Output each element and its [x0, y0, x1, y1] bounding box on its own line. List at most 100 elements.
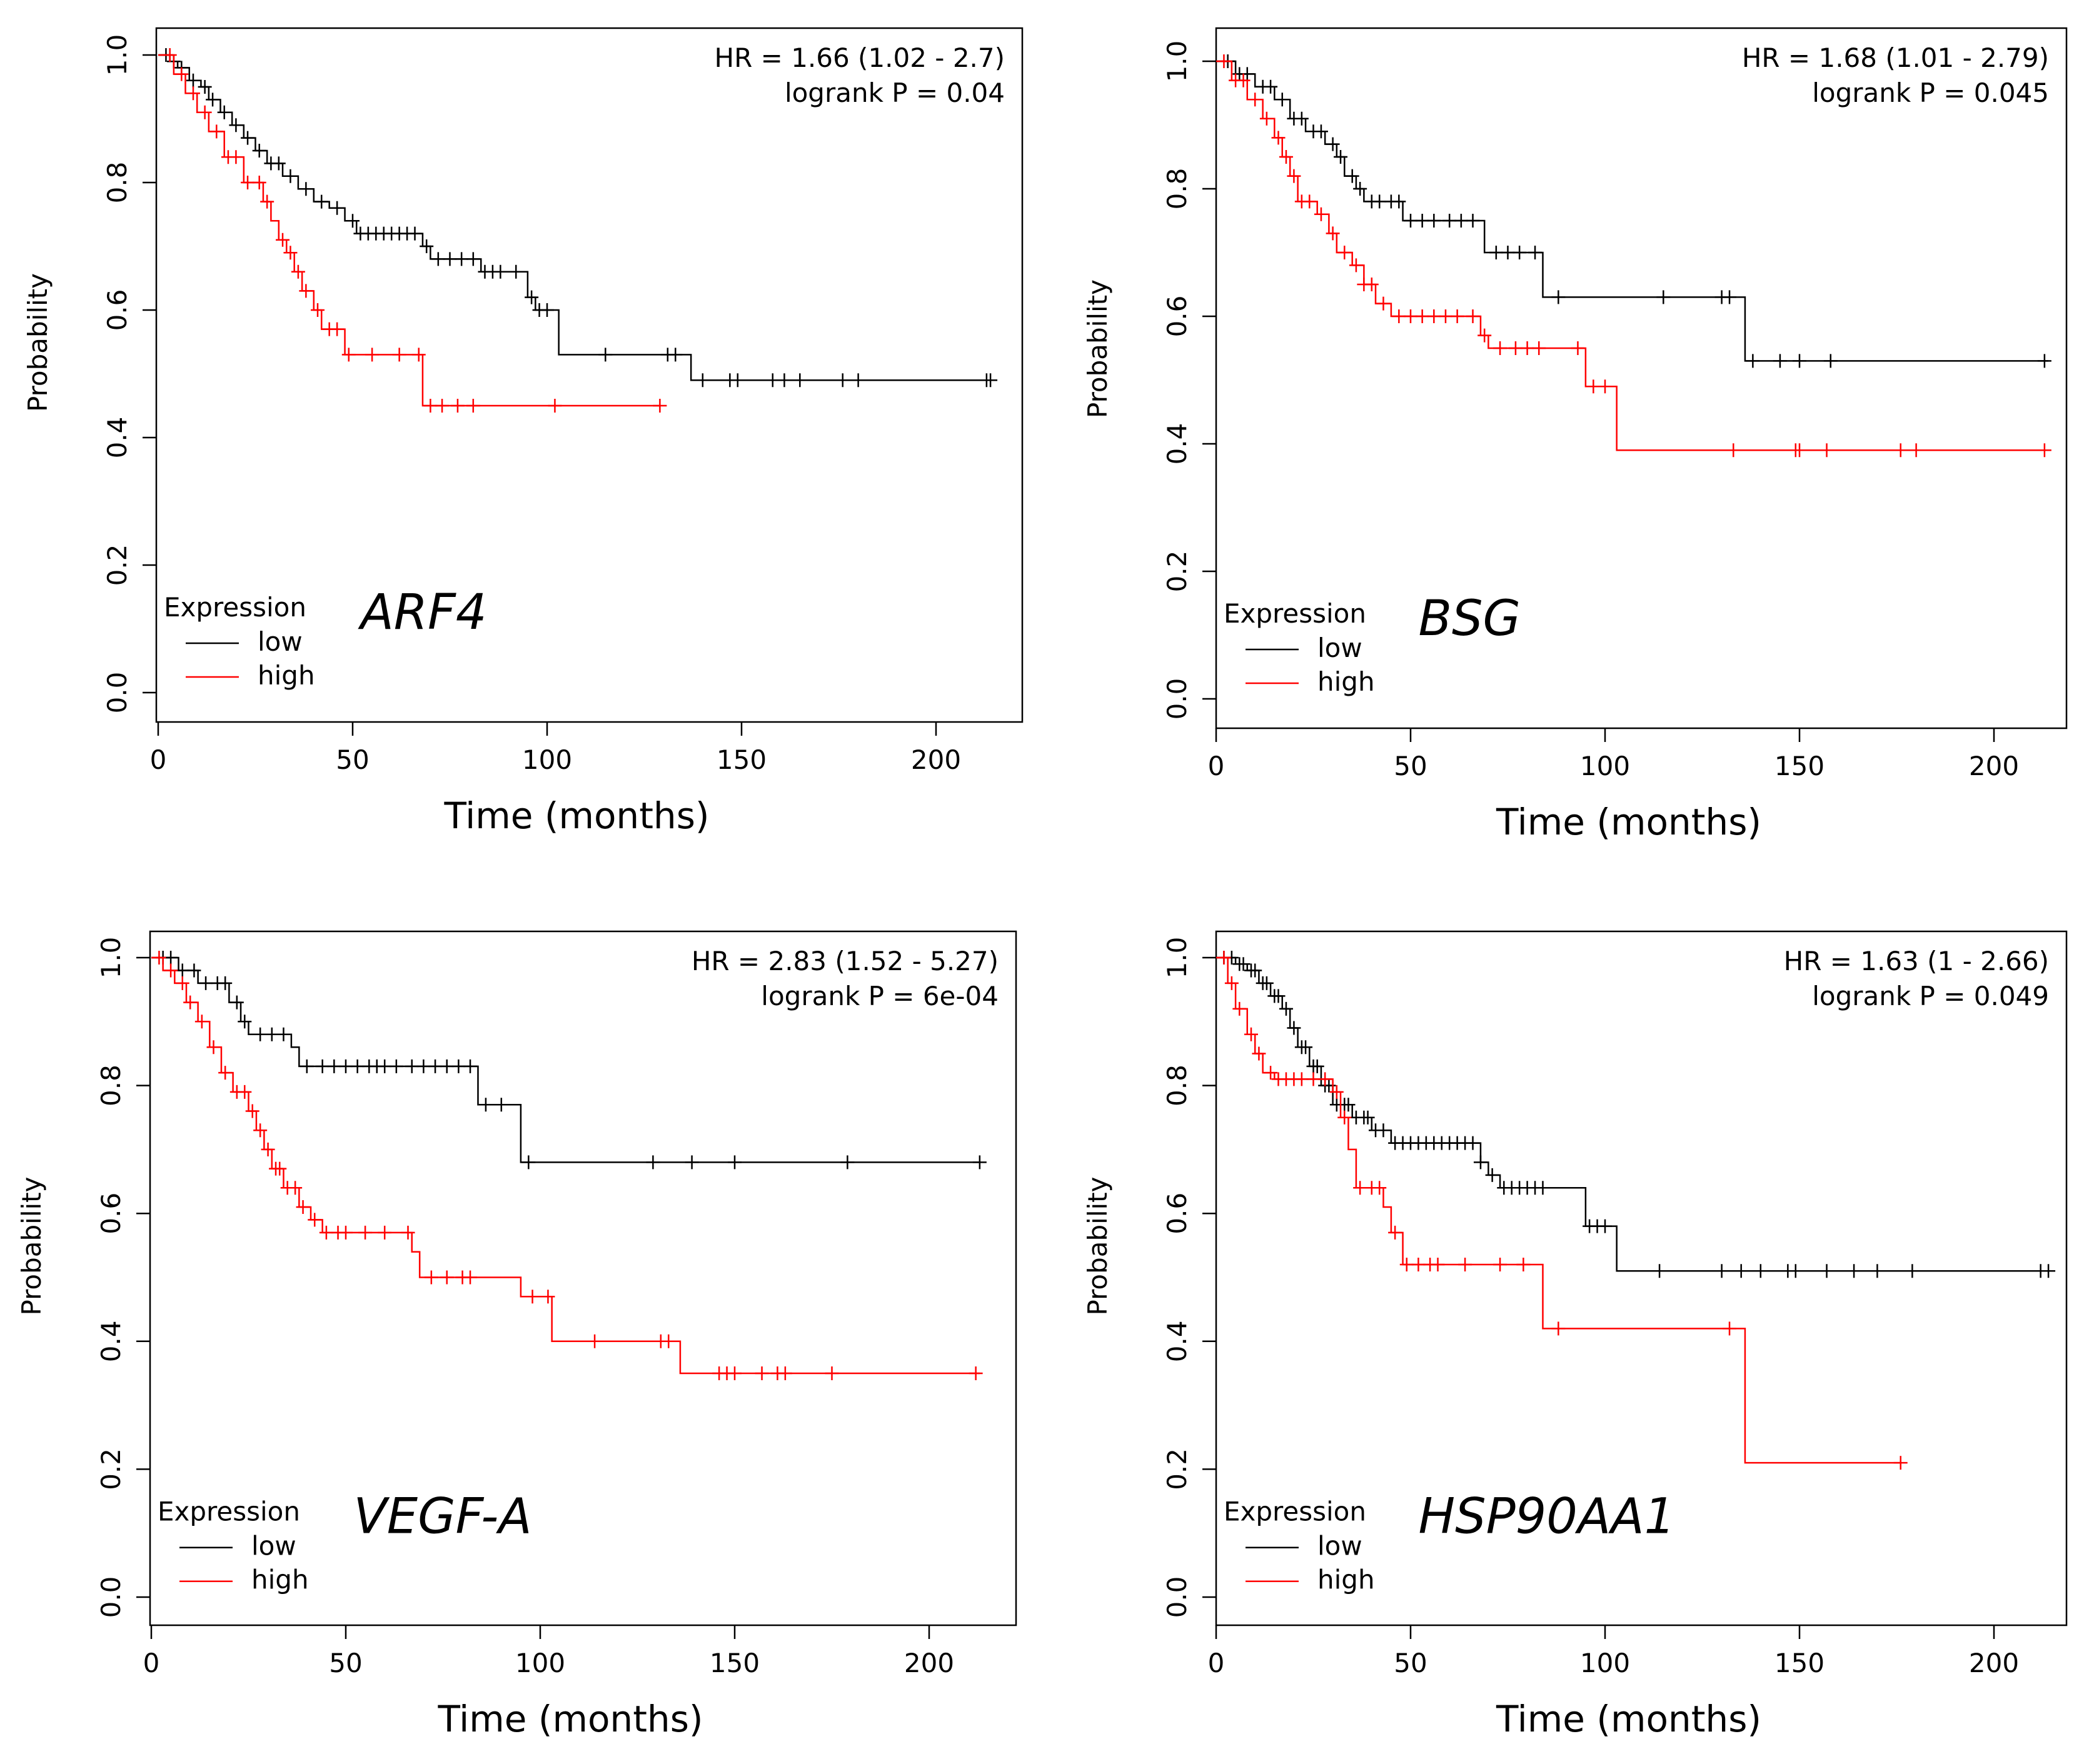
censor-mark	[241, 176, 255, 189]
gene-label: BSG	[1418, 591, 1520, 647]
censor-mark	[283, 246, 298, 260]
x-tick-label: 150	[717, 744, 767, 775]
censor-mark	[1477, 328, 1492, 343]
y-axis-label: Probability	[16, 1176, 47, 1315]
censor-mark	[2037, 354, 2051, 368]
censor-mark	[1893, 1456, 1908, 1470]
censor-mark	[1905, 1264, 1920, 1278]
censor-mark	[253, 1027, 268, 1041]
logrank-p-text: logrank P = 0.049	[1812, 981, 2049, 1011]
censor-mark	[175, 976, 189, 990]
censor-mark	[198, 105, 212, 119]
censor-mark	[1248, 963, 1262, 978]
censor-mark	[1427, 309, 1441, 323]
censor-mark	[1353, 1181, 1367, 1195]
censor-mark	[450, 399, 465, 413]
legend-label-low: low	[1317, 1531, 1362, 1561]
x-axis-label: Time (months)	[443, 794, 709, 837]
censor-mark	[365, 348, 380, 362]
censor-mark	[252, 144, 266, 158]
y-tick-label: 0.6	[1162, 296, 1192, 338]
censor-mark	[1353, 182, 1367, 196]
censor-mark	[175, 963, 189, 978]
legend-label-high: high	[251, 1565, 309, 1595]
censor-mark	[1431, 1258, 1445, 1272]
censor-mark	[206, 1040, 221, 1055]
x-tick-label: 0	[1208, 751, 1225, 781]
legend-label-low: low	[258, 626, 303, 657]
censor-mark	[1870, 1264, 1885, 1278]
censor-mark	[1454, 214, 1468, 228]
x-tick-label: 50	[329, 1648, 362, 1678]
y-tick-label: 0.8	[102, 162, 133, 204]
censor-mark	[1314, 207, 1328, 221]
censor-mark	[755, 1366, 769, 1380]
y-tick-label: 0.0	[96, 1576, 126, 1618]
censor-mark	[152, 951, 166, 965]
plot-frame	[149, 930, 1017, 1626]
y-axis: 0.0 0.2 0.4 0.6 0.8 1.0	[96, 937, 150, 1618]
censor-mark	[330, 201, 345, 215]
censor-mark	[218, 1066, 233, 1080]
x-tick-label: 100	[1580, 751, 1630, 781]
censor-mark	[206, 93, 220, 107]
y-tick-label: 0.0	[102, 672, 133, 714]
y-tick-label: 0.2	[1162, 1448, 1192, 1490]
censor-mark	[308, 1213, 322, 1227]
x-axis-label: Time (months)	[1496, 1698, 1761, 1740]
plot-frame	[1215, 930, 2068, 1626]
y-axis: 0.0 0.2 0.4 0.6 0.8 1.0	[102, 34, 156, 714]
censor-mark	[525, 1290, 540, 1304]
series-low	[158, 48, 998, 388]
x-tick-label: 150	[1774, 1648, 1825, 1678]
series-low	[151, 951, 987, 1170]
censor-mark	[1376, 1123, 1391, 1138]
x-tick-label: 100	[515, 1648, 565, 1678]
censor-mark	[1279, 150, 1293, 164]
series-high	[158, 48, 667, 413]
censor-mark	[1361, 1110, 1375, 1125]
censor-mark	[1252, 1046, 1266, 1061]
censor-mark	[186, 86, 200, 101]
censor-mark	[668, 348, 683, 362]
censor-mark	[330, 322, 345, 336]
y-tick-label: 0.2	[1162, 551, 1192, 593]
y-tick-label: 0.4	[96, 1320, 126, 1362]
censor-mark	[229, 150, 243, 164]
y-tick-label: 0.8	[1162, 168, 1192, 210]
censor-mark	[389, 1059, 403, 1073]
censor-mark	[276, 233, 290, 247]
censor-mark	[1847, 1264, 1861, 1278]
censor-mark	[1723, 290, 1737, 304]
km-panel-bsg: 0 50 100 150 200 Time (months) 0.0 0.2 0.4 0.6 0.8…	[1082, 27, 2068, 843]
censor-mark	[1372, 1181, 1387, 1195]
x-tick-label: 150	[710, 1648, 760, 1678]
censor-mark	[851, 373, 865, 388]
censor-mark	[435, 399, 450, 413]
censor-mark	[478, 1098, 493, 1112]
censor-mark	[238, 1015, 252, 1029]
y-tick-label: 0.2	[96, 1448, 126, 1490]
censor-mark	[2041, 1264, 2056, 1278]
censor-mark	[1236, 957, 1251, 971]
x-tick-label: 200	[1969, 1648, 2019, 1678]
censor-mark	[1376, 296, 1391, 311]
y-tick-label: 0.6	[1162, 1193, 1192, 1235]
censor-mark	[1493, 1258, 1508, 1272]
censor-mark	[420, 239, 434, 253]
censor-mark	[972, 1155, 987, 1170]
censor-mark	[541, 1290, 555, 1304]
censor-mark	[646, 1155, 660, 1170]
logrank-p-text: logrank P = 6e-04	[761, 981, 999, 1011]
censor-mark	[765, 373, 780, 388]
censor-mark	[1415, 309, 1429, 323]
censor-mark	[198, 80, 212, 94]
censor-mark	[1259, 976, 1274, 990]
censor-mark	[1746, 354, 1760, 368]
censor-mark	[296, 1200, 310, 1214]
censor-mark	[728, 1366, 742, 1380]
censor-mark	[187, 963, 201, 978]
censor-mark	[405, 1059, 419, 1073]
censor-mark	[283, 169, 298, 183]
censor-mark	[273, 1161, 287, 1176]
